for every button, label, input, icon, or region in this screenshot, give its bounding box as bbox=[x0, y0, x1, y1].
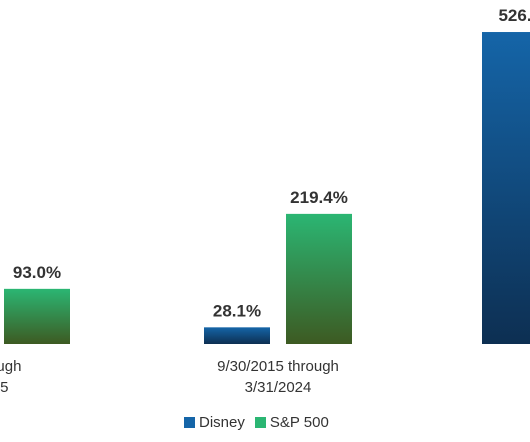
chart-legend: Disney S&P 500 bbox=[184, 414, 339, 431]
legend-item-disney: Disney bbox=[184, 414, 245, 431]
legend-label-sp500: S&P 500 bbox=[269, 414, 329, 431]
data-label-s-p-500-0: 93.0% bbox=[13, 263, 61, 282]
data-label-disney-2: 526. bbox=[498, 6, 530, 25]
legend-label-disney: Disney bbox=[199, 414, 245, 431]
bar-disney-1 bbox=[204, 327, 270, 344]
bar-s-p-500-1 bbox=[286, 213, 352, 344]
category-label-1-1: 3/31/2024 bbox=[245, 379, 312, 396]
bar-disney-2 bbox=[482, 32, 530, 344]
bar-s-p-500-0 bbox=[4, 288, 70, 344]
category-label-0-0: through bbox=[0, 358, 21, 375]
category-label-1-0: 9/30/2015 through bbox=[217, 358, 339, 375]
legend-swatch-disney bbox=[184, 417, 195, 428]
data-label-disney-1: 28.1% bbox=[213, 301, 261, 320]
category-label-0-1: 015 bbox=[0, 379, 9, 396]
legend-item-sp500: S&P 500 bbox=[254, 414, 329, 431]
legend-swatch-sp500 bbox=[254, 417, 266, 428]
data-label-s-p-500-1: 219.4% bbox=[290, 188, 348, 207]
